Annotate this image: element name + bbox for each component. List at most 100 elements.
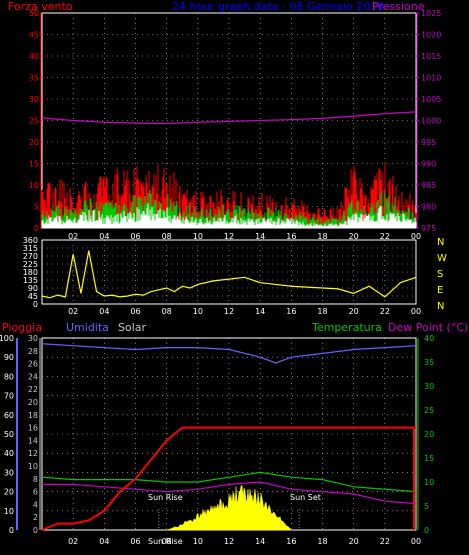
pressure-tick-label: 1000 xyxy=(421,117,441,126)
wind-average-bars xyxy=(41,203,417,228)
compass-letter: N xyxy=(437,301,444,312)
wind-tick-label: 15 xyxy=(29,160,39,169)
sunrise-annotation: Sun Rise xyxy=(148,493,183,502)
x-tick-label: 00 xyxy=(411,232,421,241)
direction-tick-label: 315 xyxy=(23,244,38,253)
solar-tick-label: 10 xyxy=(28,462,38,471)
solar-tick-label: 18 xyxy=(28,411,38,420)
solar-tick-label: 16 xyxy=(28,424,38,433)
direction-tick-label: 0 xyxy=(33,300,38,309)
pressure-tick-label: 1015 xyxy=(421,52,441,61)
pressure-tick-label: 1020 xyxy=(421,31,441,40)
x-tick-label: 12 xyxy=(224,232,234,241)
rain-legend: Pioggia xyxy=(2,321,42,334)
rain-tick-label: 20 xyxy=(4,488,14,497)
x-tick-label: 20 xyxy=(349,537,359,546)
rain-tick-label: 40 xyxy=(4,449,14,458)
sunset-annotation: Sun Set xyxy=(290,493,321,502)
rain-tick-label: 90 xyxy=(4,353,14,362)
x-tick-label: 20 xyxy=(349,232,359,241)
temperature-legend: Temperatura xyxy=(311,321,382,334)
wind-tick-label: 0 xyxy=(34,224,39,233)
x-tick-label: 02 xyxy=(68,307,78,316)
wind-direction-plot-area xyxy=(41,239,417,305)
temp-tick-label: 15 xyxy=(424,454,434,463)
wind-direction-series xyxy=(41,250,417,299)
rain-tick-label: 70 xyxy=(4,392,14,401)
wind-pressure-grid xyxy=(42,13,417,228)
pressure-label: Pressione xyxy=(372,0,425,13)
solar-tick-label: 20 xyxy=(28,398,38,407)
direction-tick-label: 225 xyxy=(23,260,38,269)
x-tick-label: 20 xyxy=(349,307,359,316)
pressure-tick-label: 985 xyxy=(421,181,436,190)
compass-letter: E xyxy=(437,285,443,296)
temp-tick-label: 5 xyxy=(424,502,429,511)
x-tick-label: 18 xyxy=(317,232,327,241)
pressure-tick-label: 1010 xyxy=(421,74,441,83)
solar-tick-label: 24 xyxy=(28,372,38,381)
solar-tick-label: 0 xyxy=(33,526,38,535)
wind-pressure-x-ticks: 02 04 06 08 10 12 14 16 18 20 22 00 xyxy=(68,232,421,241)
solar-tick-label: 4 xyxy=(33,500,38,509)
solar-legend: Solar xyxy=(118,321,147,334)
temp-tick-label: 20 xyxy=(424,430,434,439)
wind-direction-x-ticks: 02 04 06 08 10 12 14 16 18 20 22 00 xyxy=(68,307,421,316)
wind-axis-ticks: 0 5 10 15 20 25 30 35 40 45 50 xyxy=(29,9,42,233)
rain-temp-axes: 0102030405060708090100024681012141618202… xyxy=(0,334,434,535)
compass-letter: W xyxy=(437,253,447,264)
x-tick-label: 10 xyxy=(193,232,203,241)
direction-tick-label: 90 xyxy=(28,284,38,293)
wind-direction-line xyxy=(41,250,417,299)
pressure-tick-label: 975 xyxy=(421,224,436,233)
x-tick-label: 06 xyxy=(130,307,140,316)
wind-direction-grid xyxy=(42,240,417,304)
rain-tick-label: 0 xyxy=(9,526,14,535)
x-tick-label: 14 xyxy=(255,232,265,241)
compass-letter: N xyxy=(437,237,444,248)
rain-tick-label: 50 xyxy=(4,430,14,439)
temp-tick-label: 40 xyxy=(424,334,434,343)
direction-tick-label: 180 xyxy=(23,268,38,277)
sunrise-x-label: Sun Rise xyxy=(148,537,183,546)
wind-tick-label: 40 xyxy=(29,52,39,61)
temperature-line xyxy=(41,471,417,493)
solar-tick-label: 14 xyxy=(28,436,38,445)
wind-tick-label: 35 xyxy=(29,74,39,83)
solar-tick-label: 12 xyxy=(28,449,38,458)
direction-tick-label: 45 xyxy=(28,292,38,301)
x-tick-label: 04 xyxy=(99,232,109,241)
wind-label: Forza vento xyxy=(8,0,73,13)
x-tick-label: 06 xyxy=(130,232,140,241)
solar-tick-label: 28 xyxy=(28,347,38,356)
rain-line xyxy=(41,426,416,531)
wind-pressure-series xyxy=(41,111,417,228)
x-tick-label: 02 xyxy=(68,537,78,546)
x-tick-label: 18 xyxy=(317,307,327,316)
x-tick-label: 14 xyxy=(255,537,265,546)
humidity-legend: Umidita xyxy=(66,321,109,334)
x-tick-label: 18 xyxy=(317,537,327,546)
humidity-line xyxy=(41,343,417,364)
rain-temp-x-ticks: 02 04 06 08 10 12 14 16 18 20 22 00 xyxy=(68,537,421,546)
dewpoint-legend: Dew Point (°C) xyxy=(388,321,468,334)
chart-title: 24 hour graph data - 06 Gennaio 2016 xyxy=(172,0,384,13)
x-tick-label: 16 xyxy=(286,307,296,316)
x-tick-label: 08 xyxy=(162,232,172,241)
temp-tick-label: 10 xyxy=(424,478,434,487)
x-tick-label: 12 xyxy=(224,307,234,316)
rain-tick-label: 80 xyxy=(4,372,14,381)
pressure-tick-label: 980 xyxy=(421,203,436,212)
x-tick-label: 22 xyxy=(380,307,390,316)
x-tick-label: 22 xyxy=(380,232,390,241)
wind-tick-label: 50 xyxy=(29,9,39,18)
pressure-axis-ticks: 975 980 985 990 995 1000 1005 1010 1015 1020 1025 xyxy=(416,9,441,233)
x-tick-label: 06 xyxy=(130,537,140,546)
x-tick-label: 08 xyxy=(162,307,172,316)
x-tick-label: 12 xyxy=(224,537,234,546)
rain-tick-label: 30 xyxy=(4,468,14,477)
